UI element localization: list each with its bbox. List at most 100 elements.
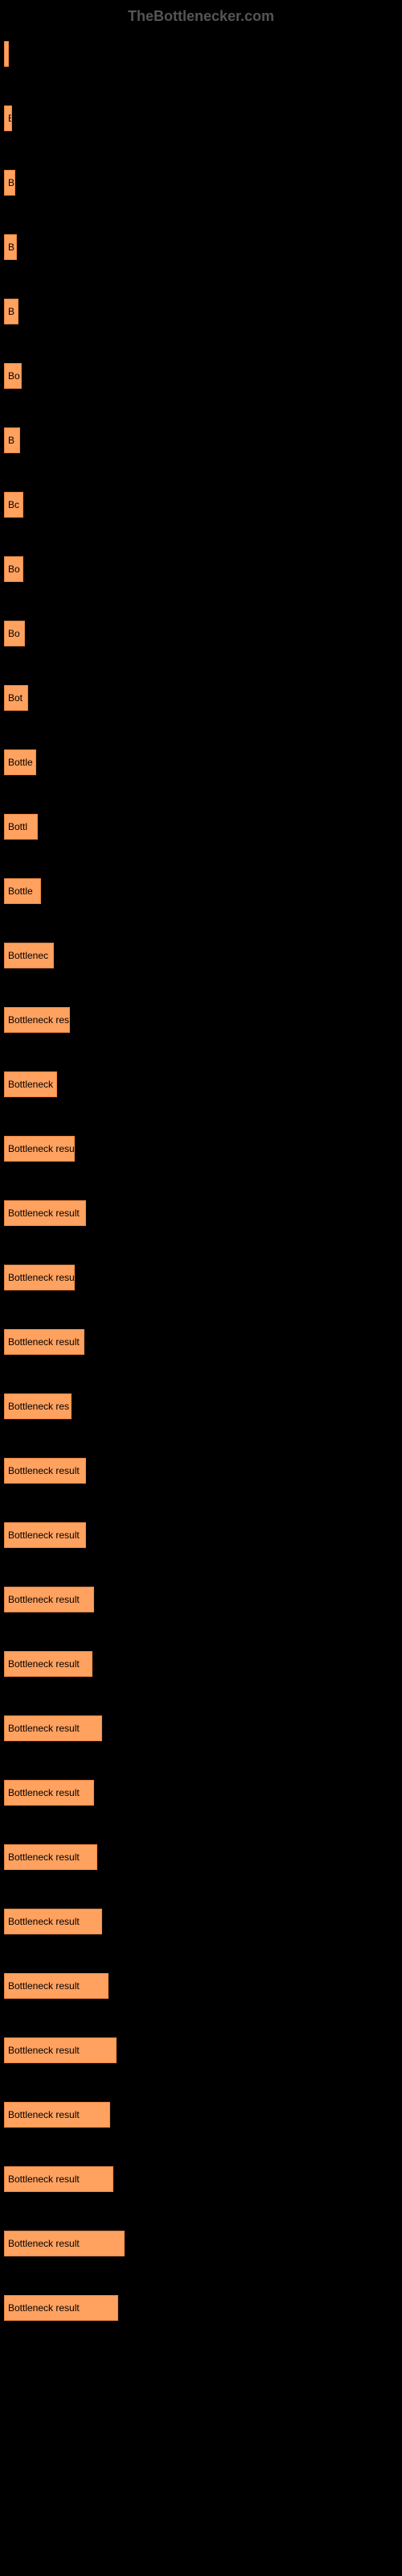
bar: Bottleneck result: [4, 1329, 84, 1355]
bar-label: Bottl: [8, 821, 27, 832]
bar-wrapper: Bc: [4, 492, 398, 518]
bar: B: [4, 299, 18, 324]
bar-label: Bottleneck res: [8, 1401, 69, 1412]
bar-wrapper: B: [4, 299, 398, 324]
bar-label: Bottleneck result: [8, 2238, 80, 2249]
bar-wrapper: B: [4, 427, 398, 453]
bar-wrapper: Bottleneck result: [4, 1329, 398, 1355]
watermark-text: TheBottlenecker.com: [0, 8, 402, 25]
bar-label: B: [8, 306, 14, 317]
bar-wrapper: Bottleneck: [4, 1071, 398, 1097]
bar-label: Bottleneck result: [8, 2045, 80, 2056]
bar-label: Bottleneck result: [8, 1916, 80, 1927]
bar-label: Bottleneck: [8, 1079, 53, 1090]
bar: Bo: [4, 621, 25, 646]
bar-label: I: [8, 48, 9, 60]
bar-label: B: [8, 242, 14, 253]
bar: I: [4, 41, 9, 67]
bar-label: Bottle: [8, 757, 33, 768]
bar: Bottleneck result: [4, 2166, 113, 2192]
bar-wrapper: Bo: [4, 363, 398, 389]
bar-wrapper: Bottleneck result: [4, 1587, 398, 1612]
bar-wrapper: Bottleneck result: [4, 1844, 398, 1870]
bar: Bottleneck result: [4, 1522, 86, 1548]
bar: Bottleneck resu: [4, 1136, 75, 1162]
bar-label: Bot: [8, 692, 23, 704]
bar: Bottleneck result: [4, 2037, 117, 2063]
bar-label: Bottleneck res: [8, 1014, 69, 1026]
bar: B: [4, 105, 12, 131]
bar-label: Bottleneck result: [8, 1787, 80, 1798]
bar-wrapper: Bottleneck res: [4, 1393, 398, 1419]
bar-wrapper: Bottleneck res: [4, 1007, 398, 1033]
bar: Bottleneck result: [4, 1200, 86, 1226]
bar: Bc: [4, 492, 23, 518]
bar: Bot: [4, 685, 28, 711]
bar-wrapper: Bottleneck result: [4, 1973, 398, 1999]
bar-wrapper: Bottl: [4, 814, 398, 840]
bar: Bottleneck res: [4, 1007, 70, 1033]
bar: Bottleneck: [4, 1071, 57, 1097]
bar-label: Bottleneck result: [8, 1852, 80, 1863]
bar-wrapper: Bottleneck resu: [4, 1265, 398, 1290]
bar-label: Bottleneck result: [8, 1594, 80, 1605]
bar: Bottl: [4, 814, 38, 840]
bar: B: [4, 170, 15, 196]
bar-label: Bottleneck resu: [8, 1272, 75, 1283]
bar-wrapper: Bottleneck result: [4, 1200, 398, 1226]
bar: Bottleneck res: [4, 1393, 72, 1419]
bar-wrapper: Bottleneck result: [4, 2295, 398, 2321]
bar-label: Bottleneck result: [8, 1208, 80, 1219]
bar-wrapper: Bottleneck result: [4, 1715, 398, 1741]
bar-label: Bottleneck result: [8, 1658, 80, 1670]
bar-label: Bottleneck resu: [8, 1143, 75, 1154]
bar-wrapper: Bottleneck result: [4, 1780, 398, 1806]
bar-wrapper: Bottleneck result: [4, 2231, 398, 2256]
bar-label: Bottleneck result: [8, 2109, 80, 2120]
bar-wrapper: Bottleneck result: [4, 1651, 398, 1677]
bar-wrapper: Bottleneck result: [4, 1458, 398, 1484]
bar-wrapper: Bottle: [4, 749, 398, 775]
bar: B: [4, 234, 17, 260]
bar-chart: I B B B B Bo B Bc Bo Bo Bot Bottle Bottl Bottle Bottle…: [0, 41, 402, 2321]
bar: Bottleneck result: [4, 1458, 86, 1484]
bar-wrapper: Bot: [4, 685, 398, 711]
bar-wrapper: B: [4, 170, 398, 196]
bar-wrapper: Bottlenec: [4, 943, 398, 968]
bar-label: Bottleneck result: [8, 1980, 80, 1992]
bar-wrapper: Bottleneck result: [4, 2166, 398, 2192]
bar: Bottleneck result: [4, 1715, 102, 1741]
bar-wrapper: Bottle: [4, 878, 398, 904]
bar-label: Bottlenec: [8, 950, 48, 961]
bar-wrapper: Bottleneck result: [4, 2037, 398, 2063]
bar-label: Bo: [8, 564, 20, 575]
bar-label: Bottleneck result: [8, 2174, 80, 2185]
bar: Bottleneck resu: [4, 1265, 75, 1290]
bar-label: B: [8, 113, 12, 124]
bar-label: Bottleneck result: [8, 1465, 80, 1476]
bar-label: B: [8, 177, 14, 188]
bar: Bottleneck result: [4, 1780, 94, 1806]
bar-wrapper: I: [4, 41, 398, 67]
bar: Bottle: [4, 749, 36, 775]
bar: Bo: [4, 363, 22, 389]
bar: Bo: [4, 556, 23, 582]
bar: Bottleneck result: [4, 1909, 102, 1934]
bar: Bottleneck result: [4, 1844, 97, 1870]
bar-wrapper: Bottleneck result: [4, 1909, 398, 1934]
bar: Bottleneck result: [4, 1973, 109, 1999]
bar: Bottleneck result: [4, 2295, 118, 2321]
bar: Bottlenec: [4, 943, 54, 968]
bar-wrapper: B: [4, 234, 398, 260]
bar: Bottleneck result: [4, 1651, 92, 1677]
bar-wrapper: Bottleneck result: [4, 2102, 398, 2128]
bar-label: Bottleneck result: [8, 2302, 80, 2314]
bar-label: B: [8, 435, 14, 446]
bar-label: Bottleneck result: [8, 1723, 80, 1734]
bar: Bottleneck result: [4, 2231, 125, 2256]
bar-wrapper: Bottleneck resu: [4, 1136, 398, 1162]
bar-wrapper: B: [4, 105, 398, 131]
bar: B: [4, 427, 20, 453]
bar-wrapper: Bo: [4, 556, 398, 582]
bar-label: Bo: [8, 628, 20, 639]
